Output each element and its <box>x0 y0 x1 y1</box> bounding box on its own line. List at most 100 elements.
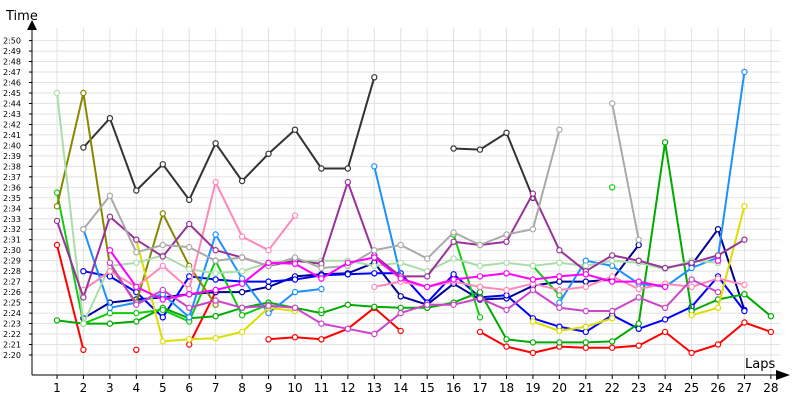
data-point <box>212 335 219 342</box>
data-point <box>688 264 695 272</box>
y-tick-label: 2:40 <box>3 141 21 150</box>
data-point <box>238 312 246 319</box>
series-10 <box>53 89 722 327</box>
data-point <box>556 246 563 254</box>
data-point <box>371 283 378 291</box>
series-line <box>558 71 746 304</box>
y-tick-label: 2:22 <box>3 330 21 339</box>
data-point <box>424 301 431 308</box>
data-point <box>741 319 748 326</box>
data-point <box>106 114 114 122</box>
data-point <box>159 286 166 294</box>
x-tick-label: 8 <box>238 381 246 395</box>
data-point <box>371 163 378 170</box>
data-point <box>212 297 219 304</box>
data-point <box>609 252 616 259</box>
data-point <box>556 259 563 266</box>
data-point <box>265 259 272 266</box>
data-point <box>133 249 140 256</box>
data-point <box>371 246 378 254</box>
data-point <box>133 346 140 353</box>
series-line <box>453 131 534 199</box>
data-point <box>318 320 325 327</box>
series-7 <box>80 74 537 204</box>
x-tick-label: 7 <box>212 381 220 395</box>
data-point <box>582 339 590 346</box>
data-point <box>688 259 695 266</box>
data-point <box>344 178 351 186</box>
data-point <box>185 304 193 311</box>
x-tick-label: 21 <box>578 381 593 395</box>
data-point <box>265 150 272 157</box>
data-point <box>476 328 484 336</box>
data-point <box>450 255 457 262</box>
data-point <box>291 212 299 219</box>
data-point <box>106 273 114 280</box>
data-point <box>714 225 722 233</box>
data-point <box>106 304 114 311</box>
y-tick-label: 2:41 <box>3 131 21 140</box>
data-point <box>238 328 246 336</box>
y-tick-label: 2:29 <box>3 257 21 266</box>
data-point <box>529 339 537 346</box>
y-tick-label: 2:21 <box>3 341 21 350</box>
data-point <box>185 341 193 348</box>
data-point <box>80 320 87 327</box>
y-axis-arrow <box>27 20 37 30</box>
data-point <box>238 288 246 296</box>
grid <box>32 28 780 375</box>
data-point <box>635 342 642 349</box>
data-point <box>529 190 537 197</box>
data-point <box>556 299 563 306</box>
y-tick-label: 2:50 <box>3 37 21 46</box>
data-point <box>318 306 325 314</box>
data-point <box>80 346 87 353</box>
series-line <box>532 317 613 332</box>
data-point <box>635 241 642 249</box>
data-point <box>503 286 510 294</box>
data-point <box>344 271 351 278</box>
data-point <box>397 241 404 249</box>
data-point <box>265 283 272 291</box>
data-point <box>106 320 114 327</box>
x-axis-title: Laps <box>745 357 775 372</box>
data-point <box>661 283 669 291</box>
data-point <box>265 246 272 254</box>
data-point <box>503 336 510 343</box>
series-line <box>109 249 666 301</box>
data-point <box>476 262 484 270</box>
data-point <box>476 146 484 153</box>
data-point <box>661 316 669 323</box>
data-point <box>53 202 61 210</box>
series-layer <box>53 68 775 357</box>
data-point <box>688 312 695 319</box>
series-line <box>611 103 640 240</box>
x-tick-label: 10 <box>287 381 302 395</box>
data-point <box>582 344 590 351</box>
series-line <box>56 92 719 325</box>
y-tick-label: 2:39 <box>3 152 21 161</box>
data-point <box>714 288 722 296</box>
data-point <box>344 165 351 172</box>
data-point <box>661 139 669 146</box>
y-tick-label: 2:32 <box>3 225 21 234</box>
data-point <box>635 325 642 332</box>
x-tick-label: 5 <box>159 381 167 395</box>
data-point <box>80 225 87 233</box>
data-point <box>503 231 510 238</box>
data-point <box>159 306 166 314</box>
y-tick-label: 2:49 <box>3 47 21 56</box>
data-point <box>476 283 484 291</box>
data-point <box>529 225 537 233</box>
data-point <box>238 233 246 240</box>
data-point <box>159 210 166 217</box>
data-point <box>106 213 114 220</box>
data-point <box>133 318 140 325</box>
data-point <box>450 145 457 152</box>
data-point <box>133 301 140 308</box>
data-point <box>661 328 669 336</box>
x-tick-label: 4 <box>132 381 140 395</box>
data-point <box>371 330 378 338</box>
data-point <box>688 283 695 291</box>
x-tick-label: 27 <box>737 381 752 395</box>
